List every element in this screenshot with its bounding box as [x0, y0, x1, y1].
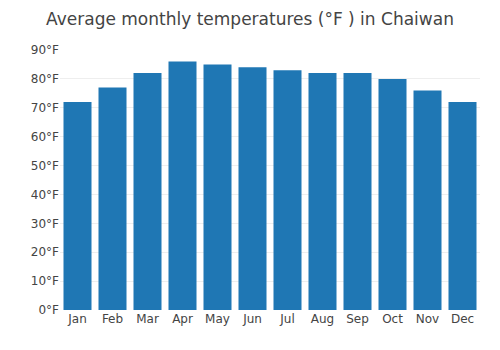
- svg-text:10°F: 10°F: [31, 274, 59, 288]
- svg-text:90°F: 90°F: [31, 43, 59, 57]
- svg-text:20°F: 20°F: [31, 245, 59, 259]
- svg-text:Jul: Jul: [279, 312, 294, 326]
- svg-text:Nov: Nov: [416, 312, 439, 326]
- svg-text:Jan: Jan: [67, 312, 87, 326]
- svg-text:80°F: 80°F: [31, 72, 59, 86]
- svg-text:50°F: 50°F: [31, 159, 59, 173]
- svg-text:Feb: Feb: [102, 312, 123, 326]
- svg-text:60°F: 60°F: [31, 130, 59, 144]
- svg-text:Aug: Aug: [311, 312, 334, 326]
- svg-text:40°F: 40°F: [31, 188, 59, 202]
- svg-text:Average monthly temperatures (: Average monthly temperatures (°F ) in Ch…: [46, 9, 454, 29]
- svg-text:Mar: Mar: [136, 312, 159, 326]
- svg-text:Sep: Sep: [346, 312, 369, 326]
- svg-text:Jun: Jun: [242, 312, 262, 326]
- svg-text:Oct: Oct: [382, 312, 403, 326]
- svg-text:Apr: Apr: [172, 312, 193, 326]
- svg-text:May: May: [205, 312, 230, 326]
- svg-text:70°F: 70°F: [31, 101, 59, 115]
- svg-text:Dec: Dec: [451, 312, 474, 326]
- svg-text:0°F: 0°F: [38, 303, 59, 317]
- svg-text:30°F: 30°F: [31, 217, 59, 231]
